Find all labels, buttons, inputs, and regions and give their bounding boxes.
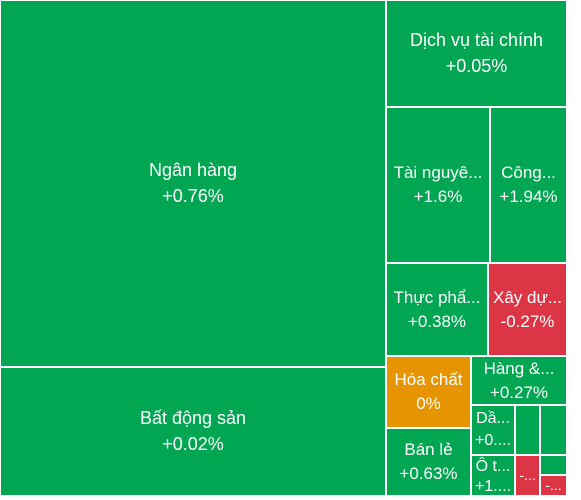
tile-change: -0.27% [500, 311, 555, 331]
tile-change: +1.6% [413, 187, 463, 206]
tile-change: +1.94% [499, 187, 558, 206]
tile-name: Tài nguyê... [393, 163, 483, 183]
tile-change: +0.27% [489, 382, 549, 402]
tile-change: +0.02% [162, 433, 224, 454]
tile-change: -... [519, 466, 536, 483]
tile-dich-vu-tai-chinh[interactable]: Dịch vụ tài chính +0.05% [386, 0, 567, 107]
tile-tai-nguyen[interactable]: Tài nguyê... +1.6% [386, 107, 490, 263]
tile-name: Ô t... [475, 458, 511, 475]
tile-change: +0.05% [445, 55, 508, 76]
tile-o-to[interactable]: Ô t... +1.... [471, 455, 515, 496]
tile-change: -... [545, 477, 562, 493]
tile-name: Xây dự... [492, 287, 563, 307]
tile-small-a[interactable] [515, 405, 540, 455]
tile-ban-le[interactable]: Bán lẻ +0.63% [386, 428, 471, 496]
tile-change: +0.76% [162, 185, 224, 206]
tile-cong[interactable]: Công... +1.94% [490, 107, 567, 263]
tile-bat-dong-san[interactable]: Bất động sản +0.02% [0, 367, 386, 496]
tile-small-e[interactable]: -... [540, 475, 567, 496]
tile-hoa-chat[interactable]: Hóa chất 0% [386, 356, 471, 428]
tile-change: +1.... [474, 477, 512, 495]
tile-name: Bất động sản [139, 408, 247, 429]
tile-thuc-pham[interactable]: Thực phẩ... +0.38% [386, 263, 488, 356]
tile-name: Thực phẩ... [393, 287, 481, 307]
tile-name: Hóa chất [394, 370, 463, 390]
tile-name: Ngân hàng [148, 160, 238, 181]
tile-dau[interactable]: Dầ... +0.... [471, 405, 515, 455]
tile-small-b[interactable] [540, 405, 567, 455]
tile-name: Bán lẻ [404, 440, 453, 460]
tile-change: +0.... [474, 432, 512, 449]
tile-change: 0% [416, 394, 441, 413]
tile-name: Dịch vụ tài chính [409, 30, 544, 51]
tile-change: +0.63% [399, 464, 458, 483]
tile-xay-dung[interactable]: Xây dự... -0.27% [488, 263, 567, 356]
tile-name: Dầ... [476, 409, 510, 427]
tile-small-c[interactable]: -... [515, 455, 540, 496]
tile-change: +0.38% [407, 311, 467, 331]
tile-name: Hàng &... [483, 359, 555, 378]
tile-name: Công... [501, 163, 556, 183]
tile-small-d[interactable] [540, 455, 567, 475]
tile-ngan-hang[interactable]: Ngân hàng +0.76% [0, 0, 386, 367]
tile-hang[interactable]: Hàng &... +0.27% [471, 356, 567, 405]
